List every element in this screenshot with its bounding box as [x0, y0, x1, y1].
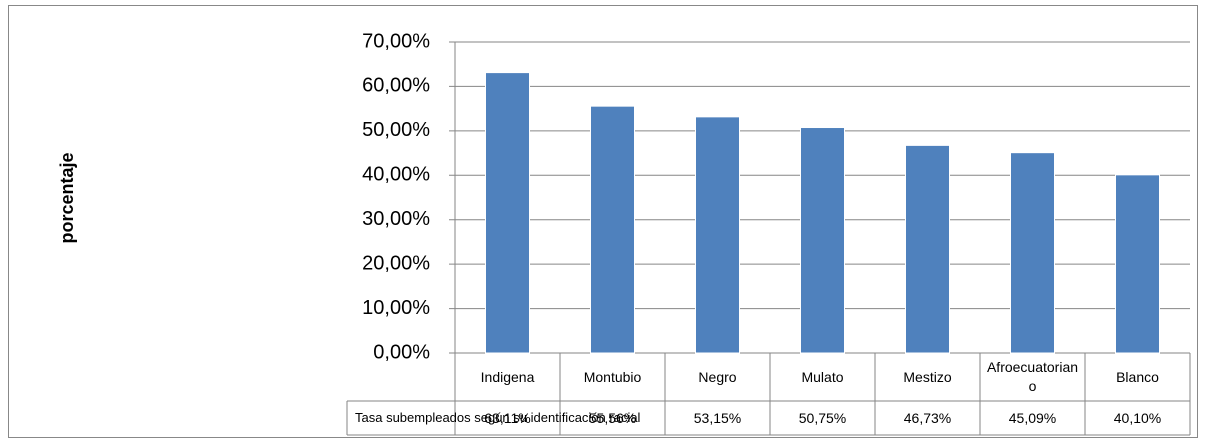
y-tick-label: 40,00%	[362, 164, 430, 186]
x-tick-label: Negro	[698, 368, 737, 385]
y-tick-label: 60,00%	[362, 75, 430, 97]
y-tick-label: 20,00%	[362, 252, 430, 274]
data-table-value: 55,56%	[588, 409, 637, 426]
bar	[905, 144, 950, 354]
data-table-value: 63,11%	[484, 409, 531, 426]
y-tick-label: 10,00%	[362, 297, 430, 319]
y-axis-title: porcentaje	[57, 152, 77, 243]
legend-entry: Tasa subempleados según su identificació…	[347, 401, 640, 435]
bar	[590, 105, 635, 354]
bar	[1010, 152, 1055, 354]
bar	[1115, 174, 1160, 354]
data-table-value: 46,73%	[903, 409, 952, 426]
x-tick-label: Mestizo	[903, 368, 952, 385]
data-table-value: 45,09%	[1008, 409, 1057, 426]
bar	[485, 72, 530, 354]
bar	[800, 127, 845, 354]
data-table-value: 53,15%	[693, 409, 742, 426]
y-tick-label: 30,00%	[362, 208, 430, 230]
legend-label: Tasa subempleados según su identificació…	[355, 410, 641, 426]
x-tick-label: Mulato	[801, 368, 844, 385]
y-tick-label: 0,00%	[373, 341, 430, 363]
y-tick-label: 50,00%	[362, 119, 430, 141]
x-tick-label: Indigena	[480, 368, 535, 385]
x-tick-label: Afroecuatoriano	[986, 359, 1079, 394]
x-tick-label: Montubio	[583, 368, 642, 385]
y-tick-label: 70,00%	[362, 30, 430, 52]
x-tick-label: Blanco	[1116, 368, 1159, 385]
data-table-value: 50,75%	[798, 409, 847, 426]
data-table-value: 40,10%	[1113, 409, 1162, 426]
bar	[695, 116, 740, 354]
